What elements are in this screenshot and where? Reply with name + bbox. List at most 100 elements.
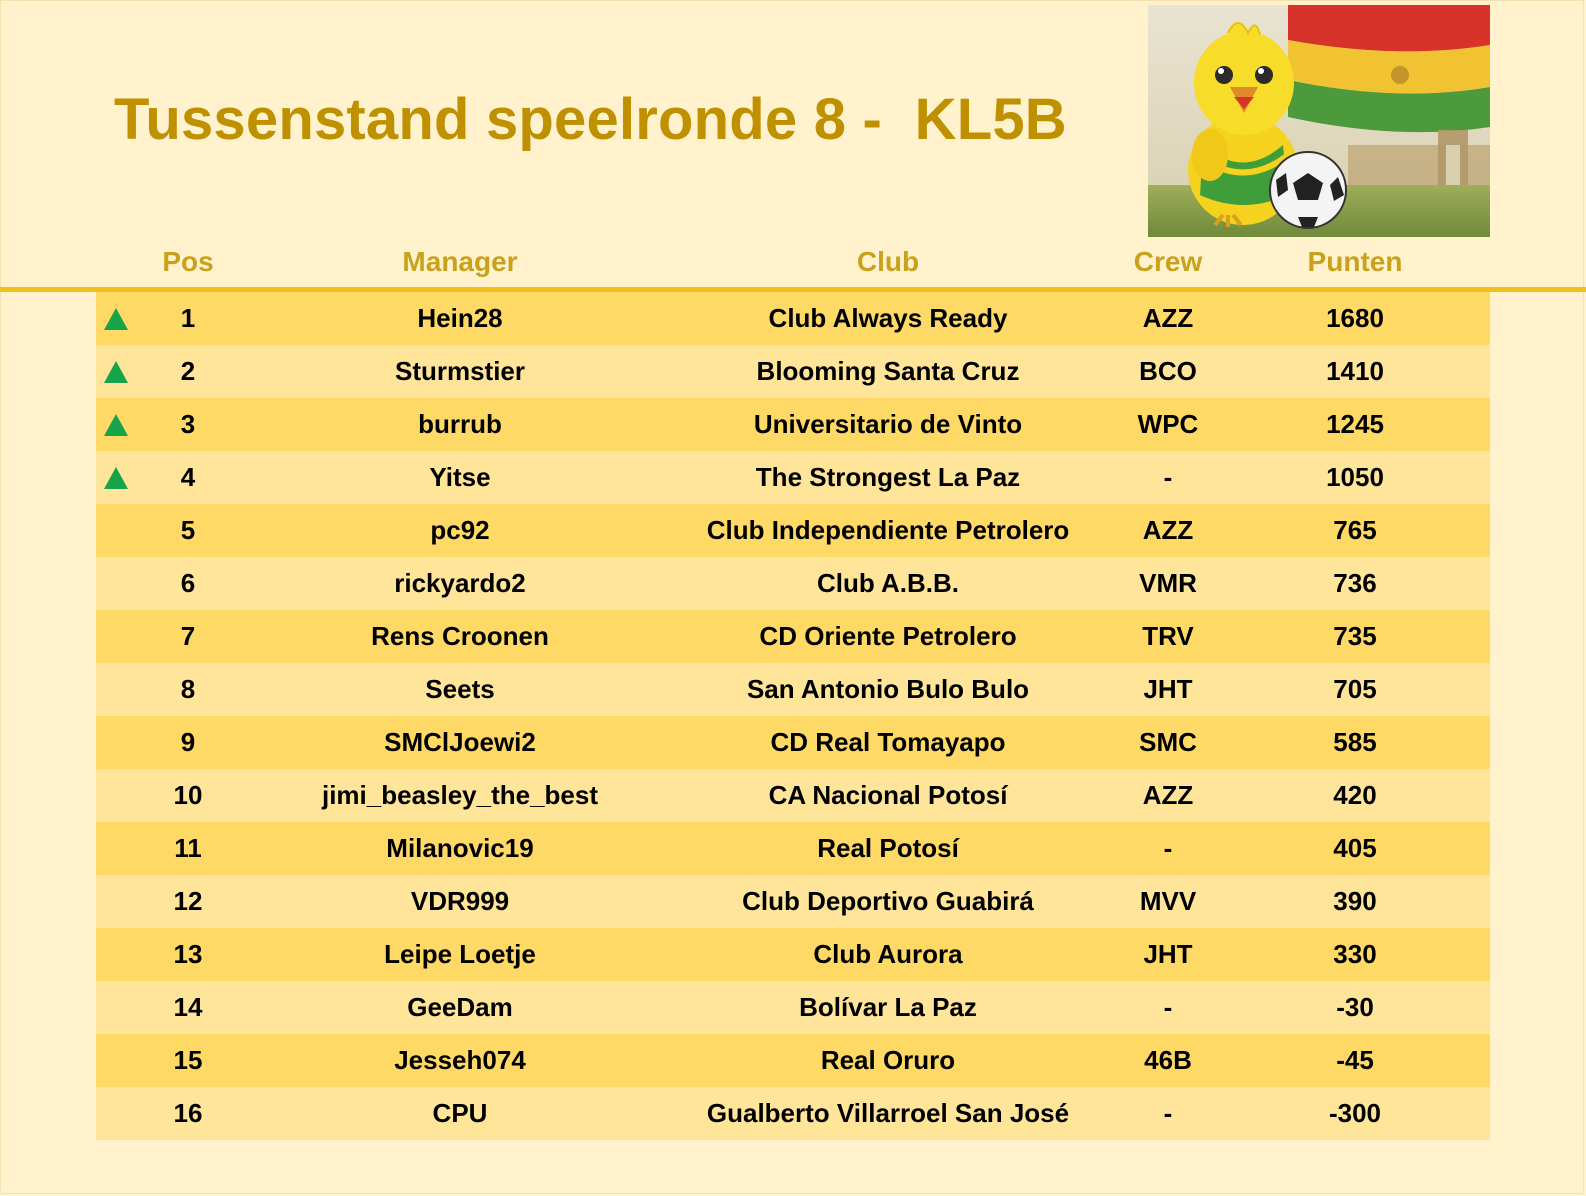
table-row: 5 pc92 Club Independiente Petrolero AZZ 765 [96, 504, 1490, 557]
cell-crew: MVV [1139, 886, 1197, 916]
cell-manager: Seets [425, 674, 495, 704]
cell-club: Universitario de Vinto [753, 409, 1023, 439]
cell-manager: Milanovic19 [386, 833, 534, 863]
cell-manager: VDR999 [410, 886, 510, 916]
cell-manager: SMClJoewi2 [384, 727, 536, 757]
cell-manager: jimi_beasley_the_best [321, 780, 599, 810]
up-arrow-icon [104, 414, 128, 436]
cell-pos: 4 [180, 462, 196, 492]
cell-crew: TRV [1142, 621, 1194, 651]
header-club: Club [856, 246, 920, 277]
cell-punten: 420 [1333, 780, 1377, 810]
cell-crew: - [1163, 992, 1173, 1022]
up-arrow-icon [104, 467, 128, 489]
cell-manager: rickyardo2 [394, 568, 526, 598]
cell-manager: Jesseh074 [394, 1045, 526, 1075]
cell-club: Club Aurora [813, 939, 963, 969]
up-arrow-icon [104, 308, 128, 330]
cell-pos: 8 [180, 674, 196, 704]
cell-club: Gualberto Villarroel San José [706, 1098, 1070, 1128]
cell-pos: 2 [180, 356, 196, 386]
cell-punten: 705 [1333, 674, 1377, 704]
cell-punten: -300 [1328, 1098, 1382, 1128]
cell-crew: WPC [1137, 409, 1199, 439]
cell-manager: pc92 [430, 515, 490, 545]
cell-pos: 11 [174, 833, 202, 863]
cell-pos: 6 [180, 568, 196, 598]
cell-punten: -30 [1336, 992, 1374, 1022]
cell-club: Club Deportivo Guabirá [742, 886, 1034, 916]
cell-manager: GeeDam [407, 992, 513, 1022]
standings-table: 1 Hein28 Club Always Ready AZZ 1680 2 Sturmsti… [96, 292, 1490, 1140]
cell-pos: 13 [173, 939, 203, 969]
table-header: Pos Manager Club Crew Punten [96, 246, 1490, 286]
cell-pos: 10 [173, 780, 203, 810]
table-row: 16 CPU Gualberto Villarroel San José - -300 [96, 1087, 1490, 1140]
cell-pos: 16 [173, 1098, 203, 1128]
cell-punten: 1410 [1326, 356, 1384, 386]
cell-club: Club Always Ready [768, 303, 1008, 333]
cell-crew: - [1163, 462, 1173, 492]
cell-punten: 736 [1333, 568, 1377, 598]
cell-pos: 5 [180, 515, 196, 545]
cell-punten: 1680 [1326, 303, 1384, 333]
up-arrow-icon [104, 361, 128, 383]
table-row: 15 Jesseh074 Real Oruro 46B -45 [96, 1034, 1490, 1087]
cell-manager: Sturmstier [394, 356, 526, 386]
table-row: 13 Leipe Loetje Club Aurora JHT 330 [96, 928, 1490, 981]
cell-club: The Strongest La Paz [755, 462, 1021, 492]
cell-punten: 765 [1333, 515, 1377, 545]
cell-manager: CPU [432, 1098, 488, 1128]
table-row: 12 VDR999 Club Deportivo Guabirá MVV 390 [96, 875, 1490, 928]
cell-punten: -45 [1336, 1045, 1374, 1075]
cell-club: Blooming Santa Cruz [756, 356, 1020, 386]
table-row: 10 jimi_beasley_the_best CA Nacional Potos… [96, 769, 1490, 822]
table-row: 4 Yitse The Strongest La Paz - 1050 [96, 451, 1490, 504]
table-row: 7 Rens Croonen CD Oriente Petrolero TRV 735 [96, 610, 1490, 663]
cell-crew: - [1163, 1098, 1173, 1128]
page-title: Tussenstand speelronde 8 - KL5B [114, 87, 1067, 152]
cell-manager: Leipe Loetje [384, 939, 536, 969]
header-manager: Manager [402, 246, 518, 277]
cell-club: Real Potosí [817, 833, 959, 863]
cell-club: CA Nacional Potosí [768, 780, 1008, 810]
table-row: 9 SMClJoewi2 CD Real Tomayapo SMC 585 [96, 716, 1490, 769]
cell-club: Club A.B.B. [816, 568, 960, 598]
table-row: 11 Milanovic19 Real Potosí - 405 [96, 822, 1490, 875]
cell-crew: AZZ [1142, 515, 1194, 545]
cell-pos: 12 [173, 886, 203, 916]
cell-club: San Antonio Bulo Bulo [746, 674, 1030, 704]
cell-punten: 1050 [1326, 462, 1384, 492]
cell-pos: 3 [180, 409, 196, 439]
header-divider [0, 287, 1586, 292]
cell-punten: 330 [1333, 939, 1377, 969]
cell-punten: 735 [1333, 621, 1377, 651]
table-row: 3 burrub Universitario de Vinto WPC 1245 [96, 398, 1490, 451]
table-row: 2 Sturmstier Blooming Santa Cruz BCO 1410 [96, 345, 1490, 398]
cell-pos: 15 [173, 1045, 203, 1075]
cell-manager: Hein28 [417, 303, 503, 333]
cell-punten: 390 [1333, 886, 1377, 916]
cell-manager: burrub [418, 409, 502, 439]
cell-crew: AZZ [1142, 780, 1194, 810]
header-pos: Pos [162, 246, 214, 277]
table-row: 8 Seets San Antonio Bulo Bulo JHT 705 [96, 663, 1490, 716]
mascot-image [1148, 5, 1490, 237]
table-row: 1 Hein28 Club Always Ready AZZ 1680 [96, 292, 1490, 345]
cell-crew: BCO [1139, 356, 1197, 386]
cell-club: Real Oruro [820, 1045, 956, 1075]
cell-club: Bolívar La Paz [799, 992, 977, 1022]
cell-pos: 9 [180, 727, 196, 757]
header-punten: Punten [1307, 246, 1403, 277]
cell-crew: AZZ [1142, 303, 1194, 333]
cell-manager: Rens Croonen [371, 621, 549, 651]
cell-crew: - [1163, 833, 1173, 863]
cell-crew: 46B [1144, 1045, 1192, 1075]
cell-crew: VMR [1139, 568, 1197, 598]
cell-manager: Yitse [429, 462, 491, 492]
cell-pos: 7 [180, 621, 196, 651]
header-crew: Crew [1133, 246, 1203, 277]
cell-pos: 1 [180, 303, 196, 333]
cell-punten: 1245 [1326, 409, 1384, 439]
